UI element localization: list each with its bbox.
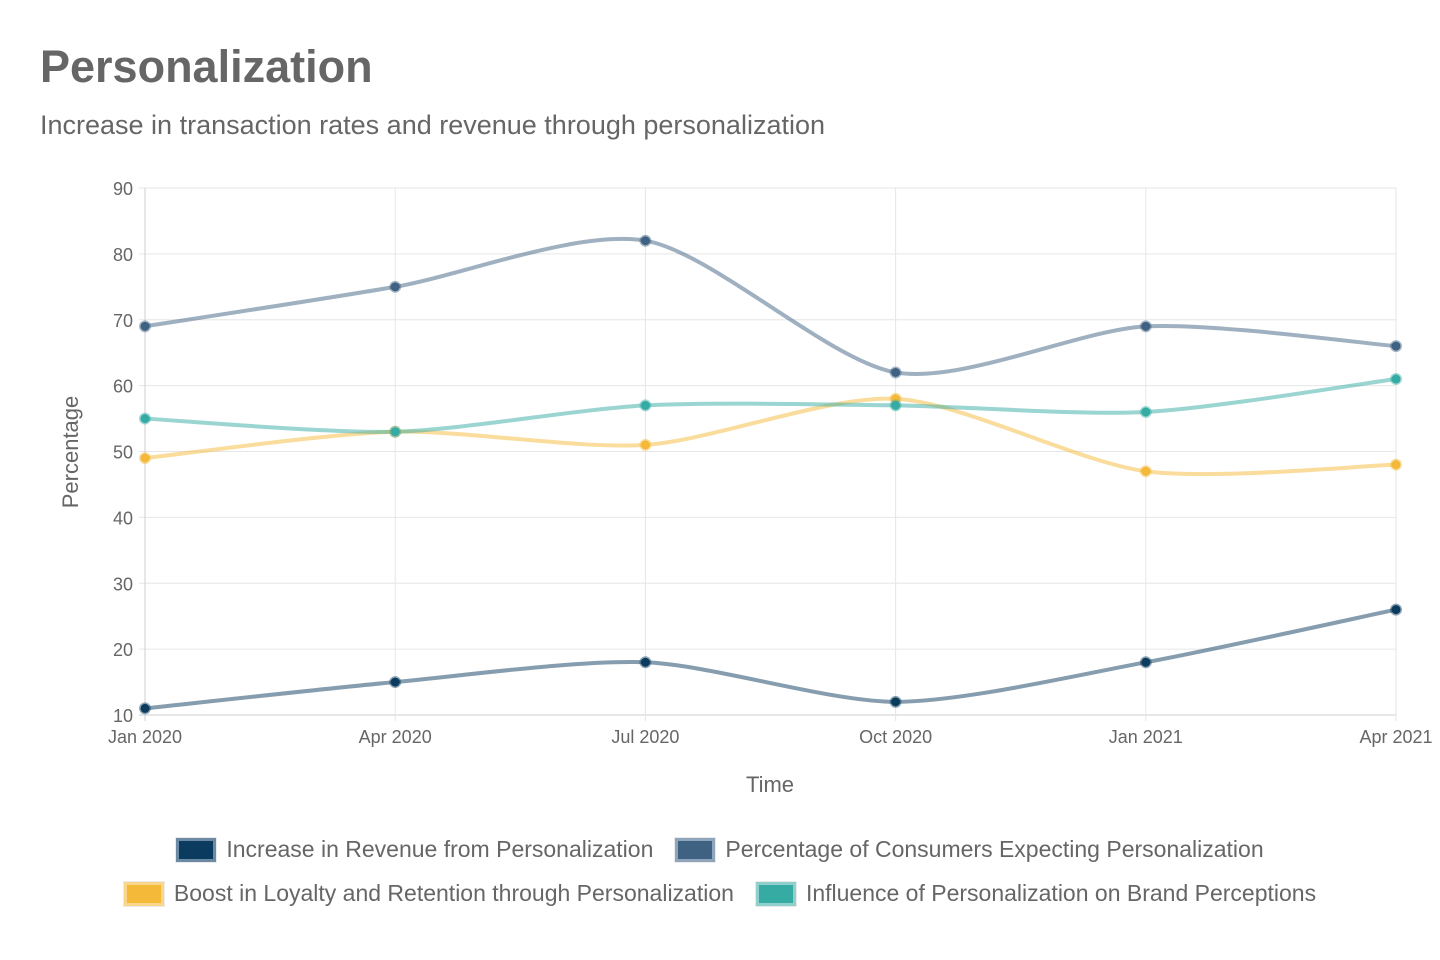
x-tick-label: Oct 2020 [859, 727, 932, 747]
legend-label-loyalty: Boost in Loyalty and Retention through P… [173, 880, 734, 906]
legend-label-consumers: Percentage of Consumers Expecting Person… [725, 836, 1264, 862]
data-point-consumers[interactable] [889, 366, 902, 379]
x-tick-label: Jul 2020 [611, 727, 679, 747]
data-point-consumers[interactable] [139, 320, 151, 333]
data-point-loyalty[interactable] [639, 438, 652, 451]
legend-swatch-consumers [674, 836, 717, 863]
data-point-loyalty[interactable] [1139, 465, 1152, 478]
x-tick-label: Apr 2021 [1359, 727, 1432, 747]
series-line-consumers [143, 236, 1398, 376]
series-line-revenue [143, 607, 1398, 711]
legend-label-revenue: Increase in Revenue from Personalization [226, 836, 654, 862]
data-point-loyalty[interactable] [139, 452, 151, 465]
y-tick-label: 40 [113, 508, 133, 528]
legend-swatch-revenue [175, 836, 218, 863]
data-point-revenue[interactable] [1139, 656, 1152, 669]
data-point-brand[interactable] [139, 412, 151, 425]
data-point-revenue[interactable] [139, 702, 151, 715]
y-tick-label: 30 [113, 574, 133, 594]
x-tick-label: Apr 2020 [359, 727, 432, 747]
x-axis-ticks: Jan 2020 Apr 2020 Jul 2020 Oct 2020 Jan 2021… [108, 727, 1433, 747]
y-axis-label: Percentage [58, 396, 83, 509]
y-tick-label: 70 [113, 311, 133, 331]
data-point-revenue[interactable] [389, 676, 402, 689]
chart-subtitle: Increase in transaction rates and revenu… [40, 110, 825, 140]
series-line-loyalty [143, 396, 1398, 477]
data-point-brand[interactable] [389, 425, 402, 438]
data-point-revenue[interactable] [1390, 603, 1402, 616]
data-point-consumers[interactable] [1390, 340, 1402, 353]
legend-label-brand: Influence of Personalization on Brand Pe… [805, 880, 1317, 906]
legend-swatch-brand [754, 880, 797, 907]
series-points [139, 234, 1402, 715]
data-point-consumers[interactable] [639, 234, 652, 247]
y-tick-label: 50 [113, 443, 133, 463]
data-point-revenue[interactable] [639, 656, 652, 669]
legend-row-1: Increase in Revenue from Personalization… [0, 836, 1440, 863]
legend-item-consumers[interactable]: Percentage of Consumers Expecting Person… [674, 836, 1264, 863]
y-axis-ticks: 10 20 30 40 50 60 70 80 90 [113, 179, 133, 726]
y-tick-label: 80 [113, 245, 133, 265]
legend-item-loyalty[interactable]: Boost in Loyalty and Retention through P… [122, 880, 734, 907]
y-tick-label: 20 [113, 640, 133, 660]
x-tick-label: Jan 2021 [1109, 727, 1183, 747]
data-point-consumers[interactable] [389, 280, 402, 293]
data-point-brand[interactable] [1390, 373, 1402, 386]
y-tick-label: 90 [113, 179, 133, 199]
legend-item-brand[interactable]: Influence of Personalization on Brand Pe… [754, 880, 1317, 907]
chart-title: Personalization [40, 41, 373, 92]
grid-lines [139, 187, 1397, 721]
data-point-revenue[interactable] [889, 695, 902, 708]
data-point-brand[interactable] [1139, 405, 1152, 418]
data-point-brand[interactable] [889, 399, 902, 412]
data-point-loyalty[interactable] [1390, 458, 1402, 471]
x-axis-label: Time [746, 772, 794, 797]
series-lines [143, 236, 1398, 711]
series-line-brand [143, 377, 1398, 434]
y-tick-label: 10 [113, 706, 133, 726]
legend-swatch-loyalty [122, 880, 165, 907]
legend-row-2: Boost in Loyalty and Retention through P… [0, 880, 1440, 907]
legend-item-revenue[interactable]: Increase in Revenue from Personalization [175, 836, 654, 863]
x-tick-label: Jan 2020 [108, 727, 182, 747]
data-point-consumers[interactable] [1139, 320, 1152, 333]
data-point-brand[interactable] [639, 399, 652, 412]
y-tick-label: 60 [113, 377, 133, 397]
